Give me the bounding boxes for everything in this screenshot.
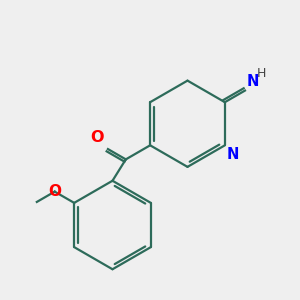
Text: N: N (247, 74, 259, 89)
Text: O: O (91, 130, 104, 145)
Text: O: O (48, 184, 61, 199)
Text: N: N (227, 147, 239, 162)
Text: H: H (257, 67, 266, 80)
